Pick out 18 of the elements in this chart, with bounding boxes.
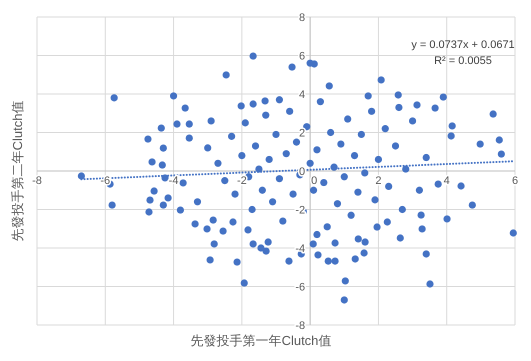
annotation: y = 0.0737x + 0.0671 bbox=[411, 39, 515, 51]
x-tick-label: 0 bbox=[311, 175, 318, 187]
y-tick-label: -4 bbox=[295, 243, 306, 255]
x-tick-label: 4 bbox=[444, 175, 450, 187]
x-tick-label: -2 bbox=[236, 175, 247, 187]
x-tick-label: -4 bbox=[168, 175, 178, 187]
y-tick-label: 8 bbox=[299, 12, 306, 24]
y-tick-label: -6 bbox=[295, 282, 306, 294]
y-tick-label: 6 bbox=[299, 50, 306, 62]
x-tick-label: -8 bbox=[32, 175, 42, 187]
x-tick-label: 6 bbox=[512, 175, 518, 187]
annotation: R² = 0.0055 bbox=[434, 55, 492, 67]
x-tick-label: 2 bbox=[375, 175, 382, 187]
x-axis-title: 先發投手第一年Clutch值 bbox=[190, 333, 332, 348]
y-tick-label: -8 bbox=[295, 320, 306, 332]
y-axis-title: 先發投手第二年Clutch值 bbox=[10, 100, 25, 242]
y-tick-label: 4 bbox=[299, 89, 306, 101]
y-tick-label: 2 bbox=[299, 128, 306, 140]
